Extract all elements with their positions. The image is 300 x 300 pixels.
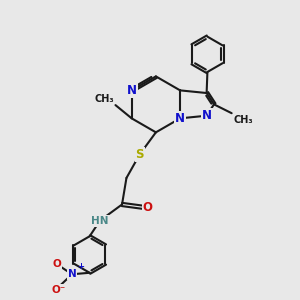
Text: N: N <box>175 112 185 125</box>
Text: O: O <box>53 259 62 269</box>
Text: N: N <box>127 84 137 97</box>
Text: S: S <box>135 148 144 161</box>
Text: CH₃: CH₃ <box>233 115 253 125</box>
Text: O⁻: O⁻ <box>51 285 65 295</box>
Text: +: + <box>77 262 84 271</box>
Text: HN: HN <box>91 216 109 226</box>
Text: O: O <box>142 201 153 214</box>
Text: N: N <box>202 109 212 122</box>
Text: CH₃: CH₃ <box>94 94 114 103</box>
Text: N: N <box>68 269 76 279</box>
